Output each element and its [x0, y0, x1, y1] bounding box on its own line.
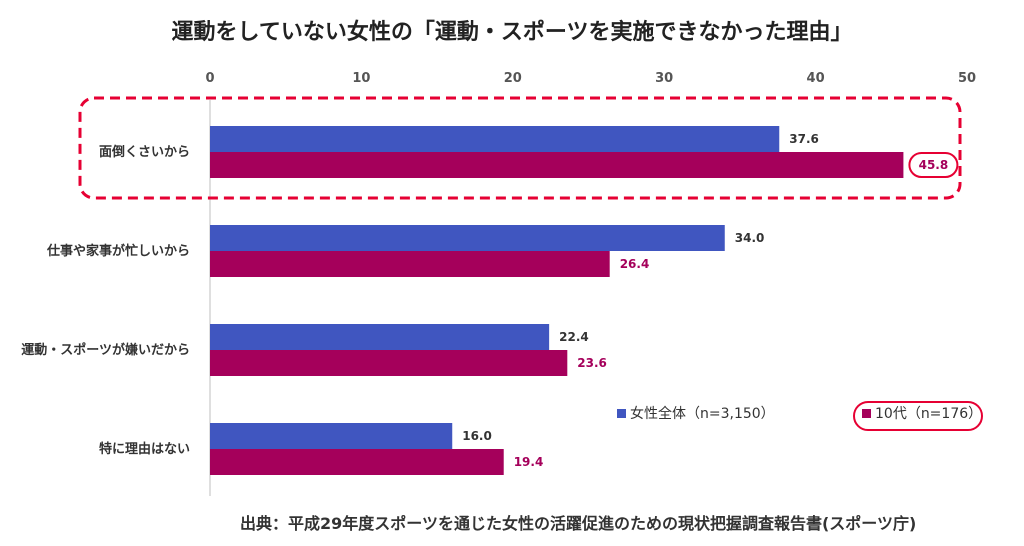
bar	[210, 225, 725, 251]
x-tick-label: 0	[205, 71, 214, 86]
source-note: 出典：平成29年度スポーツを通じた女性の活躍促進のための現状把握調査報告書(スポ…	[240, 514, 917, 533]
value-label: 45.8	[919, 158, 949, 172]
bar	[210, 152, 904, 178]
value-label: 37.6	[789, 132, 819, 146]
x-tick-label: 10	[352, 71, 370, 86]
legend-highlight-circle	[853, 401, 983, 431]
legend-label: 女性全体（n=3,150）	[630, 405, 775, 422]
category-label: 面倒くさいから	[99, 144, 190, 160]
x-tick-label: 40	[807, 71, 825, 86]
bar	[210, 449, 504, 475]
bar	[210, 126, 780, 152]
bar	[210, 350, 568, 376]
category-label: 特に理由はない	[99, 441, 190, 457]
value-label: 34.0	[735, 231, 765, 245]
value-label-circle	[908, 152, 959, 178]
value-label: 16.0	[462, 429, 492, 443]
legend-label: 10代（n=176）	[875, 406, 982, 422]
chart-title: 運動をしていない女性の「運動・スポーツを実施できなかった理由」	[171, 20, 853, 45]
bar	[210, 324, 550, 350]
category-label: 仕事や家事が忙しいから	[46, 243, 190, 259]
value-label: 26.4	[620, 257, 650, 271]
highlight-box	[78, 96, 962, 200]
bar	[210, 251, 610, 277]
x-tick-label: 50	[958, 71, 976, 86]
category-label: 運動・スポーツが嫌いだから	[21, 342, 190, 358]
legend-swatch	[617, 409, 626, 418]
x-tick-label: 30	[655, 71, 673, 86]
value-label: 19.4	[514, 455, 544, 469]
value-label: 23.6	[577, 356, 607, 370]
bar	[210, 423, 453, 449]
legend-swatch	[862, 409, 871, 418]
value-label: 22.4	[559, 330, 589, 344]
x-tick-label: 20	[504, 71, 522, 86]
